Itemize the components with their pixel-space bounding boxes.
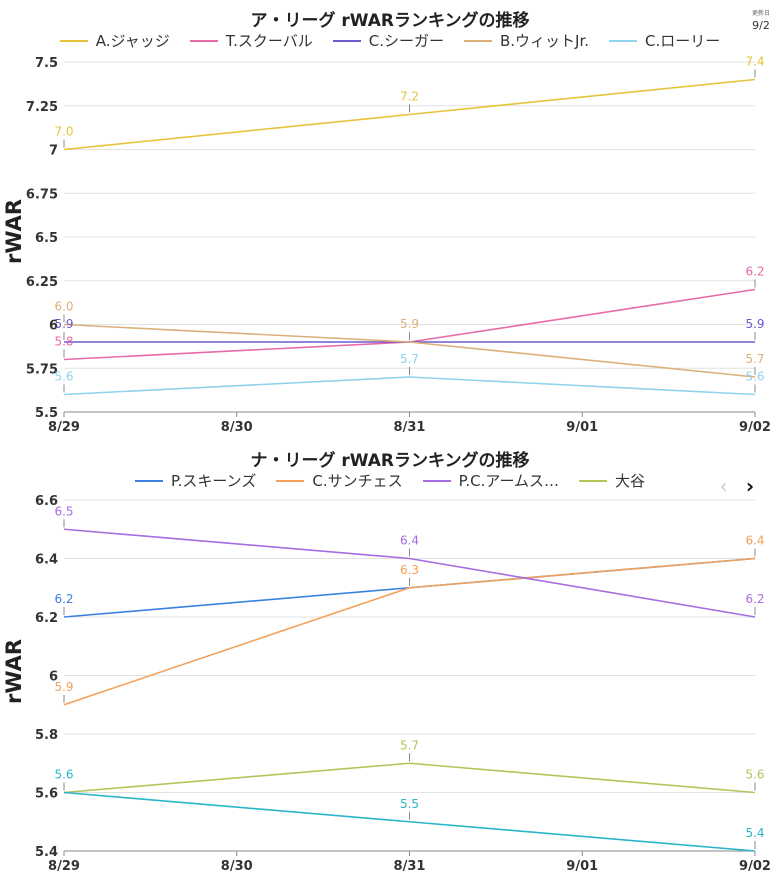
- al-legend-item[interactable]: A.ジャッジ: [59, 30, 170, 51]
- data-label: 6.4: [400, 534, 419, 548]
- al-legend-item[interactable]: B.ウィットJr.: [464, 30, 589, 51]
- data-label: 5.7: [400, 352, 419, 366]
- legend-swatch: [189, 39, 218, 42]
- data-label: 6.2: [745, 265, 764, 279]
- data-label: 5.9: [745, 317, 764, 331]
- nl-chart-title: ナ・リーグ rWARランキングの推移: [250, 451, 530, 471]
- nl-chart-panel: ナ・リーグ rWARランキングの推移 P.スキーンズ C.サンチェス P.C.アーム…: [0, 440, 780, 878]
- legend-label: A.ジャッジ: [95, 32, 170, 50]
- legend-label: C.サンチェス: [312, 472, 403, 490]
- legend-swatch: [134, 479, 163, 482]
- data-label: 5.9: [54, 680, 73, 694]
- nl-legend: P.スキーンズ C.サンチェス P.C.アームス… 大谷: [0, 470, 780, 491]
- data-label: 5.5: [400, 797, 419, 811]
- al-legend-item[interactable]: C.ローリー: [609, 30, 720, 51]
- al-legend-item[interactable]: T.スクーバル: [189, 30, 313, 51]
- legend-swatch: [464, 39, 492, 42]
- data-label: 5.9: [54, 317, 73, 331]
- al-line-chart: 5.5 5.75 6 6.25 6.5 6.75 7 7.25 7.5 8/29 8/30 8/31 9…: [26, 55, 771, 436]
- y-tick-label: 6.5: [35, 231, 58, 246]
- legend-next-button[interactable]: ›: [745, 474, 755, 498]
- data-label: 5.4: [745, 826, 764, 840]
- data-label: 6.2: [54, 592, 73, 606]
- legend-label: P.C.アームス…: [458, 472, 560, 490]
- al-chart-panel: ア・リーグ rWARランキングの推移 A.ジャッジ T.スクーバル C.シーガー B.…: [0, 11, 780, 436]
- data-label: 6.5: [54, 504, 73, 518]
- y-tick-label: 6.25: [26, 275, 58, 290]
- legend-prev-button[interactable]: ‹: [719, 474, 728, 498]
- updated-date: 9/2: [752, 19, 770, 32]
- data-label: 5.8: [54, 335, 73, 349]
- y-tick-label: 7.5: [35, 56, 58, 71]
- legend-label: T.スクーバル: [225, 32, 313, 50]
- al-series-line: [63, 323, 756, 378]
- nl-legend-item[interactable]: 大谷: [579, 470, 645, 491]
- data-label: 5.6: [745, 768, 764, 782]
- y-tick-label: 5.8: [35, 728, 58, 743]
- al-legend: A.ジャッジ T.スクーバル C.シーガー B.ウィットJr. C.ローリー: [0, 30, 780, 51]
- legend-label: C.シーガー: [368, 32, 444, 50]
- legend-swatch: [332, 39, 361, 42]
- legend-label: B.ウィットJr.: [500, 32, 590, 50]
- nl-legend-item[interactable]: P.スキーンズ: [134, 470, 257, 491]
- data-label: 6.2: [745, 592, 764, 606]
- y-tick-label: 7: [49, 144, 58, 159]
- x-tick-label: 9/02: [739, 859, 771, 874]
- legend-swatch: [609, 39, 638, 42]
- nl-legend-item[interactable]: C.サンチェス: [276, 470, 403, 491]
- y-tick-label: 6.4: [35, 553, 58, 568]
- x-tick-label: 8/31: [394, 859, 426, 874]
- data-label: 7.4: [745, 55, 764, 69]
- data-label: 7.2: [400, 90, 419, 104]
- data-label: 5.6: [745, 370, 764, 384]
- y-tick-label: 7.25: [26, 100, 58, 115]
- y-tick-label: 6: [49, 670, 58, 685]
- x-tick-label: 8/30: [221, 420, 253, 435]
- y-tick-label: 6.6: [35, 494, 58, 509]
- nl-series-line: [63, 528, 756, 618]
- y-tick-label: 5.75: [26, 362, 58, 377]
- legend-swatch: [422, 479, 451, 482]
- legend-label: 大谷: [615, 472, 646, 490]
- data-label: 6.0: [54, 300, 73, 314]
- nl-series-line: [63, 791, 756, 852]
- nl-series-line: [63, 557, 756, 706]
- nl-series-line: [63, 762, 756, 794]
- data-label: 5.6: [54, 370, 73, 384]
- data-label: 5.6: [54, 768, 73, 782]
- y-tick-label: 6.2: [35, 611, 58, 626]
- legend-pager: ‹ ›: [714, 474, 760, 498]
- y-tick-label: 5.5: [35, 406, 58, 421]
- y-tick-label: 5.4: [35, 845, 58, 860]
- legend-label: P.スキーンズ: [170, 472, 257, 490]
- data-label: 6.3: [400, 563, 419, 577]
- x-tick-label: 9/01: [566, 859, 598, 874]
- y-tick-label: 5.6: [35, 787, 58, 802]
- x-tick-label: 9/01: [566, 420, 598, 435]
- al-series-line: [63, 78, 756, 151]
- y-tick-label: 6.75: [26, 187, 58, 202]
- data-label: 7.0: [54, 125, 73, 139]
- nl-line-chart: 5.4 5.6 5.8 6 6.2 6.4 6.6 8/29 8/30 8/31 9/01 9/02 6…: [35, 494, 771, 874]
- data-label: 6.4: [745, 534, 764, 548]
- x-tick-label: 8/29: [48, 420, 80, 435]
- nl-legend-item[interactable]: P.C.アームス…: [422, 470, 560, 491]
- updated-label: 更新日: [751, 10, 770, 17]
- legend-swatch: [59, 39, 88, 42]
- legend-swatch: [276, 479, 305, 482]
- data-label: 5.7: [745, 352, 764, 366]
- al-series-line: [63, 376, 756, 396]
- data-label: 5.7: [400, 738, 419, 752]
- legend-swatch: [579, 479, 608, 482]
- updated-badge: 更新日 9/2: [752, 8, 770, 32]
- x-tick-label: 9/02: [739, 420, 771, 435]
- x-tick-label: 8/31: [394, 420, 426, 435]
- al-legend-item[interactable]: C.シーガー: [332, 30, 444, 51]
- legend-label: C.ローリー: [645, 32, 721, 50]
- data-label: 5.9: [400, 317, 419, 331]
- y-tick-label: 6: [49, 319, 58, 334]
- x-tick-label: 8/29: [48, 859, 80, 874]
- al-chart-title: ア・リーグ rWARランキングの推移: [250, 11, 530, 31]
- x-tick-label: 8/30: [221, 859, 253, 874]
